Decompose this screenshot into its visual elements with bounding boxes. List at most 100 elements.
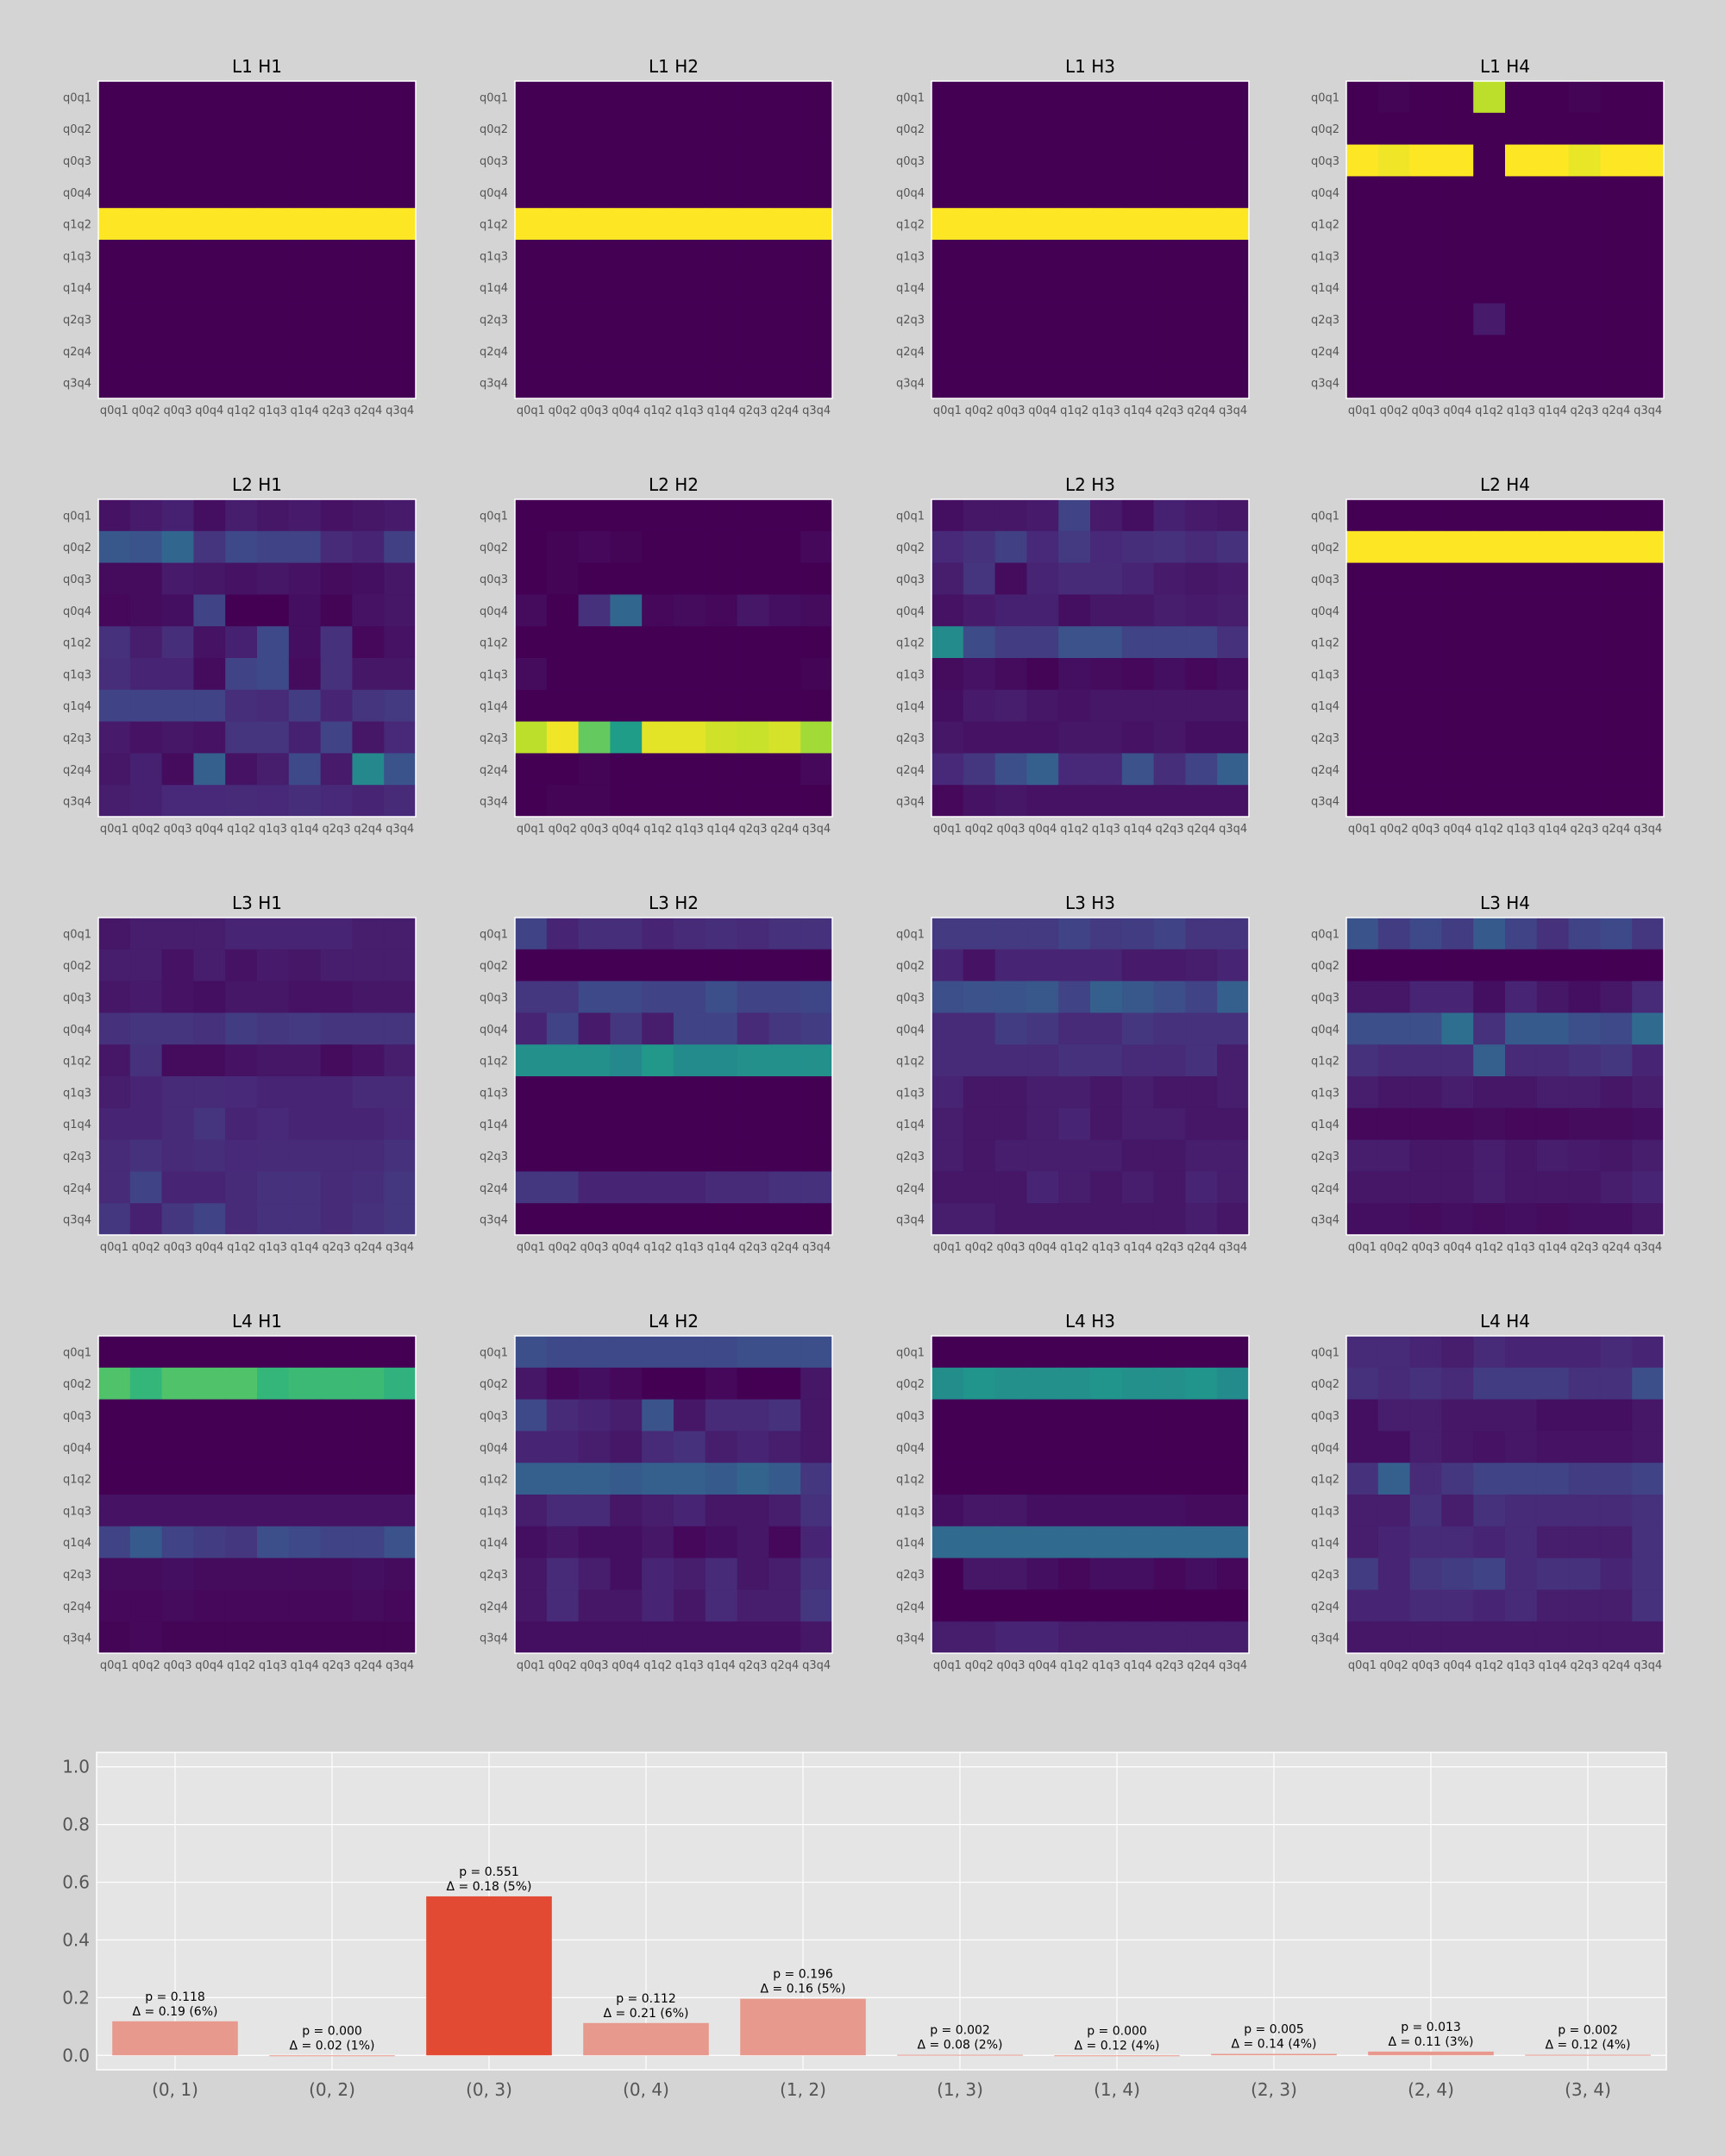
heatmap-cell bbox=[737, 144, 769, 177]
heatmap-cell bbox=[800, 785, 833, 818]
heatmap-cell bbox=[546, 562, 580, 595]
heatmap-cell bbox=[737, 1012, 769, 1045]
heatmap-cell bbox=[1217, 144, 1250, 177]
heatmap-cell bbox=[161, 562, 194, 595]
heatmap-cell bbox=[129, 1076, 163, 1109]
heatmap-cell bbox=[288, 1139, 322, 1172]
heatmap-cell bbox=[768, 1336, 801, 1369]
heatmap-cell bbox=[1600, 918, 1633, 950]
heatmap-cell bbox=[1153, 1399, 1186, 1432]
heatmap-cell bbox=[384, 689, 417, 723]
heatmap-cell bbox=[578, 271, 611, 304]
heatmap-cell bbox=[1217, 1076, 1250, 1109]
heatmap-cell bbox=[578, 981, 611, 1013]
heatmap-cell bbox=[546, 1139, 580, 1172]
heatmap-cell bbox=[1090, 689, 1123, 723]
y-tick-label: q1q4 bbox=[480, 1119, 508, 1131]
y-tick-label: q1q2 bbox=[1311, 219, 1339, 232]
y-tick-label: q0q2 bbox=[480, 1378, 508, 1391]
heatmap-cell bbox=[1058, 176, 1091, 209]
heatmap-cell bbox=[1568, 1399, 1601, 1432]
heatmap-cell bbox=[193, 1526, 226, 1559]
heatmap-cell bbox=[98, 1107, 131, 1141]
heatmap-cell bbox=[546, 271, 580, 304]
heatmap-cell bbox=[1473, 949, 1506, 982]
heatmap-cell bbox=[1632, 1399, 1665, 1432]
heatmap-cell bbox=[1185, 981, 1218, 1013]
heatmap-cell bbox=[610, 721, 643, 754]
heatmap-cell bbox=[1441, 176, 1474, 209]
panel-frame bbox=[514, 498, 833, 818]
heatmap-cell bbox=[546, 689, 580, 723]
heatmap-cell bbox=[737, 918, 769, 950]
x-tick-label: q0q3 bbox=[163, 404, 191, 417]
heatmap-cell bbox=[963, 594, 996, 627]
heatmap-cell bbox=[225, 1495, 258, 1527]
heatmap-cell bbox=[1026, 949, 1059, 982]
heatmap-cell bbox=[705, 1044, 738, 1077]
heatmap-cell bbox=[193, 1621, 226, 1654]
heatmap-cell bbox=[674, 303, 706, 335]
heatmap-cell bbox=[1377, 144, 1411, 177]
panel-title: L4 H2 bbox=[649, 1311, 699, 1332]
heatmap-cell bbox=[705, 1495, 738, 1527]
heatmap-cell bbox=[257, 1367, 290, 1401]
heatmap-cell bbox=[225, 1463, 258, 1495]
heatmap-cell bbox=[737, 208, 769, 241]
heatmap-cell bbox=[352, 594, 385, 627]
heatmap-cell bbox=[1346, 176, 1379, 209]
heatmap-cell bbox=[193, 1399, 226, 1432]
heatmap-cell bbox=[1058, 530, 1091, 564]
heatmap-cell bbox=[963, 626, 996, 659]
heatmap-cell bbox=[384, 271, 417, 304]
heatmap-cell bbox=[674, 1171, 706, 1204]
x-tick-label: q0q1 bbox=[100, 1241, 129, 1254]
x-tick-label: q2q4 bbox=[354, 823, 382, 836]
heatmap-cell bbox=[768, 1557, 801, 1590]
heatmap-cell bbox=[963, 499, 996, 532]
heatmap-cell bbox=[1217, 1012, 1250, 1045]
x-tick-label: q1q2 bbox=[643, 1241, 672, 1254]
heatmap-cell bbox=[161, 1139, 194, 1172]
heatmap-cell bbox=[1346, 721, 1379, 754]
y-tick-label: q2q4 bbox=[1311, 1601, 1339, 1614]
x-tick-label: q1q3 bbox=[1507, 1241, 1535, 1254]
heatmap-cell bbox=[674, 1076, 706, 1109]
panel-frame bbox=[931, 1335, 1250, 1654]
heatmap-cell bbox=[705, 753, 738, 786]
x-tick-label: q0q2 bbox=[1380, 823, 1408, 836]
heatmap-cell bbox=[161, 81, 194, 114]
heatmap-cell bbox=[1600, 1107, 1633, 1141]
heatmap-cell bbox=[515, 1495, 548, 1527]
heatmap-cell bbox=[1185, 1012, 1218, 1045]
heatmap-cell bbox=[800, 1367, 833, 1401]
heatmap-cell bbox=[320, 1367, 353, 1401]
heatmap-cell bbox=[384, 144, 417, 177]
heatmap-cell bbox=[129, 689, 163, 723]
heatmap-cell bbox=[1409, 271, 1442, 304]
y-tick-label: q2q3 bbox=[1311, 1569, 1339, 1582]
panel-title: L1 H1 bbox=[232, 56, 282, 77]
x-tick-label: q0q3 bbox=[580, 404, 608, 417]
heatmap-cell bbox=[1121, 530, 1155, 564]
heatmap-cell bbox=[1568, 981, 1601, 1013]
x-tick-label: q0q1 bbox=[100, 823, 129, 836]
y-tick-label: q0q4 bbox=[896, 605, 925, 618]
heatmap-cell bbox=[384, 499, 417, 532]
heatmap-cell bbox=[288, 240, 322, 273]
heatmap-cell bbox=[1026, 594, 1059, 627]
heatmap-cell bbox=[98, 335, 131, 367]
heatmap-cell bbox=[98, 1012, 131, 1045]
heatmap-cell bbox=[352, 626, 385, 659]
y-tick-label: q2q3 bbox=[63, 1569, 91, 1582]
heatmap-cell bbox=[352, 1044, 385, 1077]
y-tick-label: q0q1 bbox=[480, 928, 508, 941]
heatmap-cell bbox=[161, 785, 194, 818]
heatmap-cell bbox=[1185, 1589, 1218, 1622]
heatmap-cell bbox=[1058, 1044, 1091, 1077]
panel-frame bbox=[97, 80, 417, 399]
x-tick-label: q0q1 bbox=[517, 1241, 545, 1254]
heatmap-cell bbox=[98, 271, 131, 304]
heatmap-cell bbox=[1217, 1463, 1250, 1495]
y-tick-label: q0q4 bbox=[480, 1024, 508, 1037]
